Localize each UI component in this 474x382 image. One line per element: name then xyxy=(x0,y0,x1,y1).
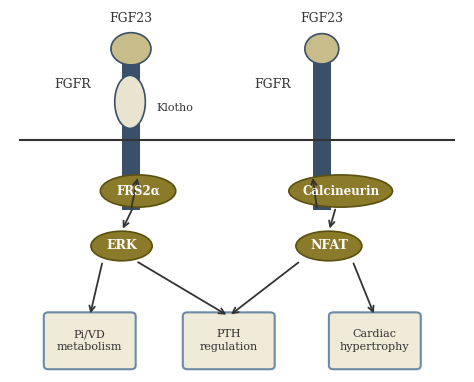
Text: FGFR: FGFR xyxy=(255,78,291,91)
Text: FRS2α: FRS2α xyxy=(116,185,160,197)
FancyBboxPatch shape xyxy=(44,312,136,369)
FancyBboxPatch shape xyxy=(329,312,421,369)
FancyBboxPatch shape xyxy=(183,312,275,369)
Text: Klotho: Klotho xyxy=(157,103,194,113)
Text: ERK: ERK xyxy=(106,240,137,253)
Text: FGFR: FGFR xyxy=(54,78,91,91)
Text: Cardiac
hypertrophy: Cardiac hypertrophy xyxy=(340,329,410,352)
FancyBboxPatch shape xyxy=(122,47,140,210)
Text: Pi/VD
metabolism: Pi/VD metabolism xyxy=(57,329,122,352)
Text: FGF23: FGF23 xyxy=(109,12,153,25)
Ellipse shape xyxy=(289,175,392,207)
Ellipse shape xyxy=(91,231,152,261)
Ellipse shape xyxy=(115,75,146,128)
Text: NFAT: NFAT xyxy=(310,240,348,253)
Ellipse shape xyxy=(100,175,176,207)
Ellipse shape xyxy=(305,34,339,64)
Ellipse shape xyxy=(111,33,151,65)
Text: Calcineurin: Calcineurin xyxy=(302,185,379,197)
FancyBboxPatch shape xyxy=(313,47,331,210)
Ellipse shape xyxy=(296,231,362,261)
Text: PTH
regulation: PTH regulation xyxy=(200,329,258,352)
Text: FGF23: FGF23 xyxy=(300,12,343,25)
